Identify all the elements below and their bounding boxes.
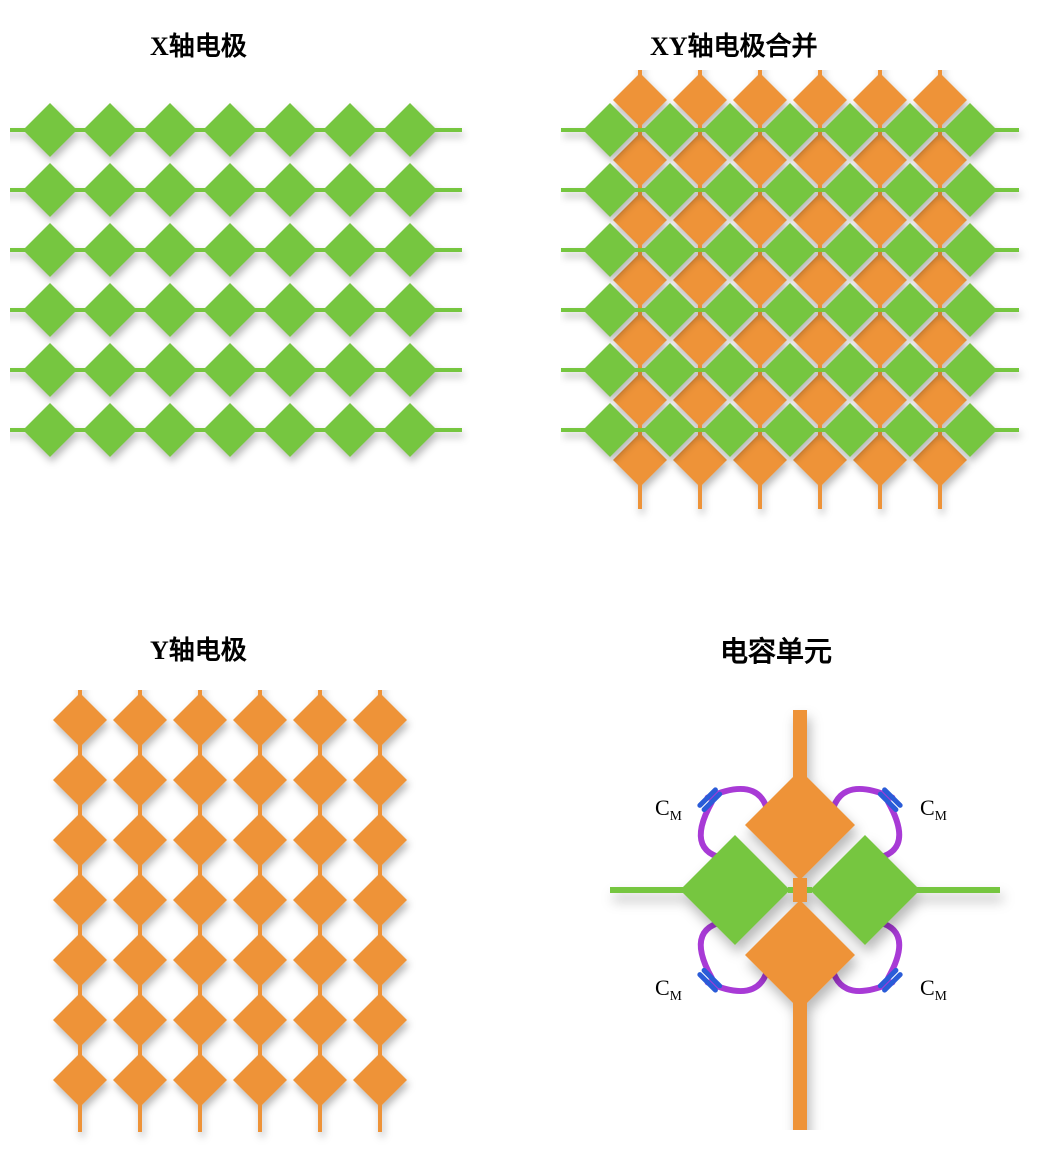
x-diamond [23, 223, 77, 277]
title-y: Y轴电极 [150, 630, 247, 667]
cap-label: CM [920, 975, 947, 1003]
y-diamond [293, 693, 347, 747]
x-diamond [23, 103, 77, 157]
x-diamond [203, 403, 257, 457]
y-diamond [173, 813, 227, 867]
y-diamond [293, 933, 347, 987]
x-diamond [383, 163, 437, 217]
x-diamond [323, 343, 377, 397]
x-diamond [83, 283, 137, 337]
x-diamond [323, 403, 377, 457]
x-diamond [23, 403, 77, 457]
title-cap: 电容单元 [720, 630, 832, 670]
y-diamond [53, 693, 107, 747]
y-diamond [53, 1053, 107, 1107]
x-diamond [383, 103, 437, 157]
y-diamond [353, 873, 407, 927]
y-diamond [113, 933, 167, 987]
y-diamond [173, 993, 227, 1047]
y-diamond [173, 693, 227, 747]
x-diamond [23, 283, 77, 337]
y-diamond [353, 753, 407, 807]
y-diamond [293, 873, 347, 927]
x-diamond [203, 343, 257, 397]
x-diamond [263, 403, 317, 457]
x-diamond [203, 283, 257, 337]
panel-y-electrodes [10, 690, 470, 1162]
panel-x-electrodes [10, 90, 470, 510]
cap-label: CM [655, 975, 682, 1003]
x-diamond [263, 223, 317, 277]
x-diamond [23, 343, 77, 397]
x-diamond [23, 163, 77, 217]
y-diamond [233, 753, 287, 807]
y-diamond [113, 873, 167, 927]
title-xy: XY轴电极合并 [650, 26, 818, 63]
y-diamond [113, 813, 167, 867]
x-diamond [83, 103, 137, 157]
x-diamond [383, 403, 437, 457]
y-diamond [233, 1053, 287, 1107]
y-diamond [233, 693, 287, 747]
x-diamond [83, 223, 137, 277]
x-diamond [143, 163, 197, 217]
y-diamond [353, 693, 407, 747]
x-diamond [203, 163, 257, 217]
y-diamond [353, 1053, 407, 1107]
y-diamond [233, 933, 287, 987]
y-diamond [173, 873, 227, 927]
y-diamond [53, 993, 107, 1047]
x-diamond [143, 343, 197, 397]
x-diamond [323, 163, 377, 217]
y-diamond [353, 993, 407, 1047]
x-diamond [263, 343, 317, 397]
y-diamond [173, 933, 227, 987]
x-diamond [143, 103, 197, 157]
y-diamond [353, 813, 407, 867]
x-diamond [83, 403, 137, 457]
x-diamond [383, 223, 437, 277]
y-diamond [233, 873, 287, 927]
panel-cap-unit: CM CM CM CM [560, 690, 1040, 1130]
x-diamond [263, 283, 317, 337]
x-diamond [323, 283, 377, 337]
y-diamond [293, 993, 347, 1047]
y-diamond [233, 993, 287, 1047]
y-diamond [53, 813, 107, 867]
diagram-stage: X轴电极 XY轴电极合并 Y轴电极 电容单元 CM CM CM CM [0, 0, 1046, 1162]
y-diamond [233, 813, 287, 867]
y-diamond [113, 1053, 167, 1107]
title-x: X轴电极 [150, 26, 247, 63]
x-diamond [383, 283, 437, 337]
x-diamond [323, 223, 377, 277]
cap-label: CM [920, 795, 947, 823]
x-diamond [143, 283, 197, 337]
x-diamond [83, 343, 137, 397]
y-diamond [113, 993, 167, 1047]
y-diamond [113, 753, 167, 807]
y-diamond [53, 873, 107, 927]
panel-xy-merged [560, 70, 1040, 550]
x-diamond [143, 223, 197, 277]
x-diamond [323, 103, 377, 157]
y-diamond [53, 933, 107, 987]
x-diamond [203, 223, 257, 277]
y-bridge [793, 878, 807, 902]
y-diamond [173, 753, 227, 807]
y-diamond [113, 693, 167, 747]
y-diamond [293, 1053, 347, 1107]
x-diamond [263, 163, 317, 217]
cap-label: CM [655, 795, 682, 823]
y-diamond [353, 933, 407, 987]
y-diamond [293, 813, 347, 867]
y-diamond [53, 753, 107, 807]
y-diamond [293, 753, 347, 807]
x-diamond [83, 163, 137, 217]
x-diamond [143, 403, 197, 457]
x-diamond [383, 343, 437, 397]
y-diamond [173, 1053, 227, 1107]
x-diamond [263, 103, 317, 157]
x-diamond [203, 103, 257, 157]
